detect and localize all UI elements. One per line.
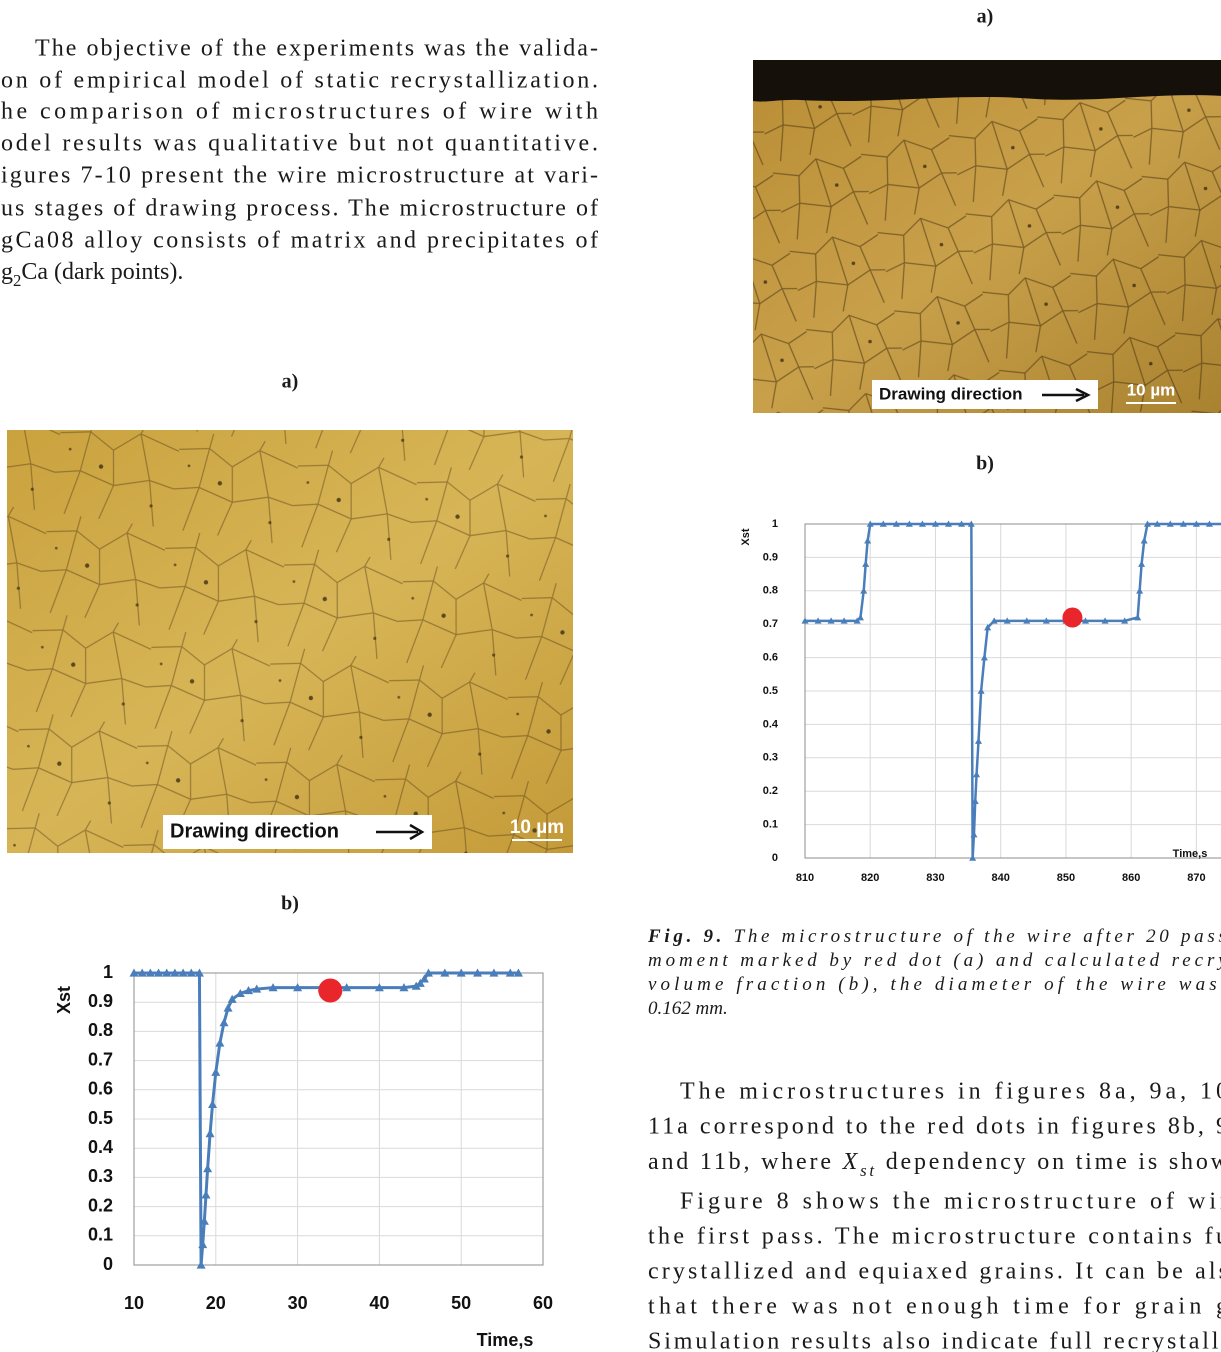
x-tick-label: 30: [288, 1293, 308, 1313]
x-tick-label: 20: [206, 1293, 226, 1313]
x-tick-label: 60: [533, 1293, 553, 1313]
text-line: moment marked by red dot (a) and calcula…: [648, 950, 1221, 971]
x-axis-label: Time,s: [477, 1330, 534, 1350]
y-tick-label: 0.8: [88, 1020, 113, 1040]
y-axis-label: Xst: [54, 986, 74, 1014]
text-segment: 0.162 mm.: [648, 998, 728, 1019]
text-segment: Fig. 9.: [647, 926, 721, 947]
y-tick-label: 1: [103, 962, 113, 982]
micrograph-left: [7, 430, 573, 853]
y-tick-label: 0.3: [88, 1166, 113, 1186]
y-tick-label: 0.9: [88, 991, 113, 1011]
scale-label: 10 µm: [510, 817, 564, 838]
text-segment: Ca (dark points).: [21, 259, 183, 285]
y-tick-label: 0.3: [763, 752, 778, 764]
micrograph-grains: [7, 430, 573, 853]
x-tick-label: 820: [861, 872, 879, 884]
y-tick-label: 0.1: [88, 1225, 113, 1245]
text-line: he comparison of microstructures of wire…: [1, 99, 598, 125]
y-tick-label: 0.7: [763, 618, 778, 630]
text-line: The microstructures in figures 8a, 9a, 1…: [680, 1079, 1221, 1105]
x-tick-label: 10: [124, 1293, 144, 1313]
figure-label: a): [977, 6, 994, 28]
x-tick-label: 870: [1187, 872, 1205, 884]
y-tick-label: 0.6: [763, 652, 778, 664]
y-tick-label: 0.5: [763, 685, 778, 697]
text-line: 0.162 mm.: [648, 998, 728, 1019]
direction-label: Drawing direction: [879, 384, 1023, 403]
x-tick-label: 50: [451, 1293, 471, 1313]
text-line: that there was not enough time for grain…: [648, 1294, 1221, 1320]
text-line: 11a correspond to the red dots in figure…: [648, 1114, 1221, 1140]
text-line: us stages of drawing process. The micros…: [1, 196, 598, 222]
y-tick-label: 0.8: [763, 585, 778, 597]
text-segment: 2: [13, 271, 21, 290]
y-tick-label: 0.9: [763, 551, 778, 563]
figure-label: b): [976, 453, 994, 475]
text-segment: volume fraction (b), the diameter of the…: [648, 974, 1221, 995]
text-segment: The microstructure of the wire after 20 …: [725, 926, 1221, 947]
y-tick-label: 0: [103, 1254, 113, 1274]
x-tick-label: 830: [926, 872, 944, 884]
text-segment: moment marked by red dot (a) and calcula…: [648, 950, 1221, 971]
text-segment: st: [860, 1161, 874, 1180]
text-segment: X: [842, 1149, 859, 1175]
text-line: Fig. 9. The microstructure of the wire a…: [647, 926, 1221, 947]
chart: 0 0.1 0.2 0.3 0.4 0.5 0.6 0.7 0.8 0.9 1 810 820 830 84…: [740, 518, 1221, 884]
text-line: Simulation results also indicate full re…: [648, 1329, 1221, 1352]
x-tick-label: 850: [1057, 872, 1075, 884]
page: a) b) a) b) Drawing direction 10 µm Draw…: [0, 0, 1221, 1352]
text-line: gCa08 alloy consists of matrix and preci…: [1, 228, 598, 254]
text-line: the first pass. The microstructure conta…: [648, 1224, 1221, 1250]
y-tick-label: 1: [772, 518, 778, 530]
y-tick-label: 0.6: [88, 1079, 113, 1099]
x-tick-label: 840: [992, 872, 1010, 884]
specimen-edge: [753, 60, 1221, 102]
text-line: on of empirical model of static recrysta…: [1, 68, 598, 94]
x-tick-label: 40: [369, 1293, 389, 1313]
y-tick-label: 0.2: [763, 785, 778, 797]
micrograph-grains: [753, 60, 1221, 413]
text-line: volume fraction (b), the diameter of the…: [648, 974, 1221, 995]
y-tick-label: 0.5: [88, 1108, 113, 1128]
direction-label: Drawing direction: [170, 820, 339, 842]
highlight-point: [1062, 608, 1082, 628]
text-line: g2Ca (dark points).: [1, 259, 183, 291]
micrograph-right: [753, 60, 1221, 413]
text-segment: g: [1, 259, 13, 285]
scale-label: 10 µm: [1127, 380, 1176, 399]
text-line: The objective of the experiments was the…: [35, 36, 598, 62]
y-axis-label: Xst: [740, 528, 752, 545]
figure-label: a): [282, 371, 299, 393]
text-line: odel results was qualitative but not qua…: [1, 131, 598, 157]
y-tick-label: 0.7: [88, 1049, 113, 1069]
text-line: igures 7-10 present the wire microstruct…: [1, 163, 598, 189]
text-segment: dependency on time is show: [877, 1149, 1221, 1175]
figure-label: b): [281, 893, 299, 915]
text-line: Figure 8 shows the microstructure of wir: [680, 1189, 1221, 1215]
y-tick-label: 0.4: [88, 1137, 113, 1157]
y-tick-label: 0.2: [88, 1195, 113, 1215]
y-tick-label: 0: [772, 852, 778, 864]
text-line: crystallized and equiaxed grains. It can…: [648, 1259, 1221, 1285]
y-tick-label: 0.4: [763, 718, 779, 730]
x-tick-label: 810: [796, 872, 814, 884]
x-axis-label: Time,s: [1173, 848, 1208, 860]
highlight-point: [318, 979, 342, 1003]
x-tick-label: 860: [1122, 872, 1140, 884]
text-segment: and 11b, where: [648, 1149, 840, 1175]
chart: 0 0.1 0.2 0.3 0.4 0.5 0.6 0.7 0.8 0.9 1 10 20 30 40 50 6…: [54, 962, 553, 1350]
y-tick-label: 0.1: [763, 819, 778, 831]
